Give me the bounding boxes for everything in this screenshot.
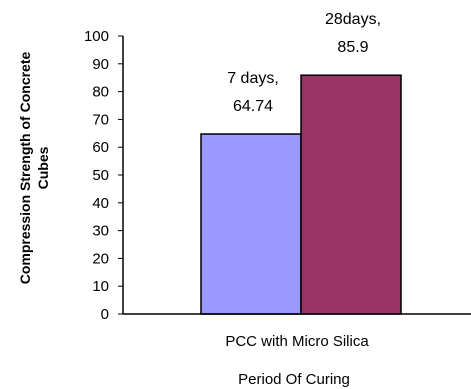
y-axis-title-line-1: Compression Strength of Concrete [17, 52, 33, 285]
y-axis-ticks: 0 10 20 30 40 50 60 70 80 90 100 [84, 28, 123, 323]
y-tick-label: 0 [101, 306, 109, 323]
y-tick-label: 20 [92, 250, 109, 267]
y-tick-label: 40 [92, 195, 109, 212]
y-tick-label: 10 [92, 278, 109, 295]
y-tick-label: 50 [92, 167, 109, 184]
x-axis-title: Period Of Curing [238, 371, 350, 388]
y-tick-label: 60 [92, 139, 109, 156]
bar-2 [300, 74, 402, 315]
bar-1-label-line-1: 7 days, [227, 70, 279, 87]
y-tick-label: 90 [92, 56, 109, 73]
bar-data-labels: 7 days, 64.74 28days, 85.9 [227, 11, 381, 115]
bar-2-label-line-1: 28days, [325, 11, 381, 28]
y-tick-label: 70 [92, 111, 109, 128]
y-axis-title: Compression Strength of Concrete Cubes [17, 52, 51, 285]
bar-1 [200, 133, 302, 315]
bars [200, 74, 402, 315]
y-tick-label: 30 [92, 223, 109, 240]
bar-1-label-line-2: 64.74 [233, 98, 273, 115]
y-axis-title-line-2: Cubes [35, 146, 51, 189]
y-tick-label: 80 [92, 84, 109, 101]
bar-2-label-line-2: 85.9 [337, 39, 368, 56]
y-tick-label: 100 [84, 28, 109, 45]
x-category-label: PCC with Micro Silica [225, 333, 369, 350]
